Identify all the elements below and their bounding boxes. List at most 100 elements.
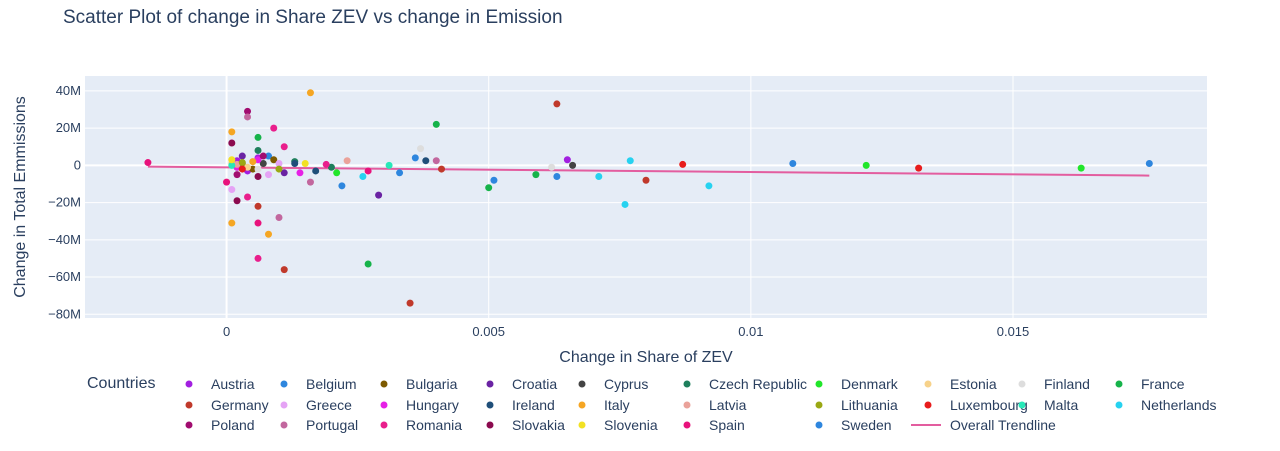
data-point [233, 197, 241, 205]
data-point [270, 124, 278, 132]
data-point [432, 157, 440, 165]
legend-marker [578, 421, 586, 429]
legend-marker [380, 380, 388, 388]
legend-label: Hungary [406, 397, 459, 413]
legend-label: Cyprus [604, 376, 648, 392]
legend-label: Malta [1044, 397, 1078, 413]
data-point [254, 133, 262, 141]
data-point [301, 159, 309, 167]
legend-marker [683, 421, 691, 429]
data-point [223, 178, 231, 186]
legend-marker [683, 401, 691, 409]
data-point [238, 152, 246, 160]
legend-marker [1018, 401, 1026, 409]
data-point [333, 169, 341, 177]
legend-label: Belgium [306, 376, 357, 392]
legend-marker [280, 380, 288, 388]
data-point [254, 202, 262, 210]
data-point [595, 173, 603, 181]
legend-marker [815, 401, 823, 409]
data-point [259, 152, 267, 160]
legend-label: Czech Republic [709, 376, 807, 392]
data-point [563, 156, 571, 164]
legend-label: Portugal [306, 417, 358, 433]
x-tick-label: 0.01 [738, 324, 763, 339]
data-point [306, 178, 314, 186]
data-point [626, 157, 634, 165]
data-point [553, 100, 561, 108]
legend-marker [578, 380, 586, 388]
data-point [259, 159, 267, 167]
legend-marker [380, 401, 388, 409]
data-point [406, 299, 414, 307]
data-point [265, 171, 273, 179]
legend-marker [185, 380, 193, 388]
legend-marker [486, 421, 494, 429]
data-point [275, 159, 283, 167]
data-point [228, 139, 236, 147]
legend-label: Latvia [709, 397, 747, 413]
axis-ticks: 0 0.005 0.01 0.015 40M 20M 0 −20M −40M −60M −80M [48, 83, 1029, 339]
legend-label: Poland [211, 417, 255, 433]
data-point [312, 167, 320, 175]
data-point [1077, 164, 1085, 172]
legend-marker [924, 380, 932, 388]
data-point [249, 158, 257, 166]
data-point [396, 169, 404, 177]
legend-marker [185, 401, 193, 409]
data-point [679, 160, 687, 168]
legend-label: Slovakia [512, 417, 565, 433]
data-point [238, 159, 246, 167]
y-tick-label: −80M [48, 306, 81, 321]
data-points [144, 89, 1153, 307]
plot-area [85, 76, 1207, 318]
y-tick-label: −20M [48, 195, 81, 210]
legend-label: Germany [211, 397, 269, 413]
data-point [532, 171, 540, 179]
data-point [244, 107, 252, 115]
legend-marker [815, 380, 823, 388]
data-point [280, 143, 288, 151]
data-point [291, 159, 299, 167]
legend-marker [185, 421, 193, 429]
y-tick-label: 0 [74, 157, 81, 172]
data-point [432, 120, 440, 128]
legend-label: France [1141, 376, 1185, 392]
y-tick-label: 40M [56, 83, 81, 98]
chart-title: Scatter Plot of change in Share ZEV vs c… [63, 7, 563, 28]
x-axis-title: Change in Share of ZEV [559, 349, 733, 366]
y-tick-label: −40M [48, 232, 81, 247]
data-point [359, 173, 367, 181]
legend-title: Countries [87, 375, 155, 392]
data-point [385, 161, 393, 169]
data-point [254, 146, 262, 154]
legend-marker [1018, 380, 1026, 388]
legend-label: Estonia [950, 376, 997, 392]
y-tick-label: −60M [48, 269, 81, 284]
data-point [642, 176, 650, 184]
legend: Austria Belgium Bulgaria Croatia Cyprus Czech… [185, 376, 1217, 433]
data-point [306, 89, 314, 97]
data-point [254, 219, 262, 227]
data-point [621, 200, 629, 208]
data-point [422, 157, 430, 165]
data-point [411, 154, 419, 162]
legend-label: Slovenia [604, 417, 658, 433]
data-point [280, 266, 288, 274]
data-point [569, 161, 577, 169]
data-point [322, 160, 330, 168]
data-point [244, 193, 252, 201]
legend-marker [578, 401, 586, 409]
legend-marker [1115, 401, 1123, 409]
legend-label: Ireland [512, 397, 555, 413]
data-point [417, 145, 425, 153]
data-point [705, 182, 713, 190]
legend-label: Overall Trendline [950, 417, 1056, 433]
y-tick-label: 20M [56, 120, 81, 135]
data-point [364, 167, 372, 175]
data-point [265, 230, 273, 238]
data-point [238, 165, 246, 173]
data-point [280, 169, 288, 177]
legend-label: Croatia [512, 376, 557, 392]
